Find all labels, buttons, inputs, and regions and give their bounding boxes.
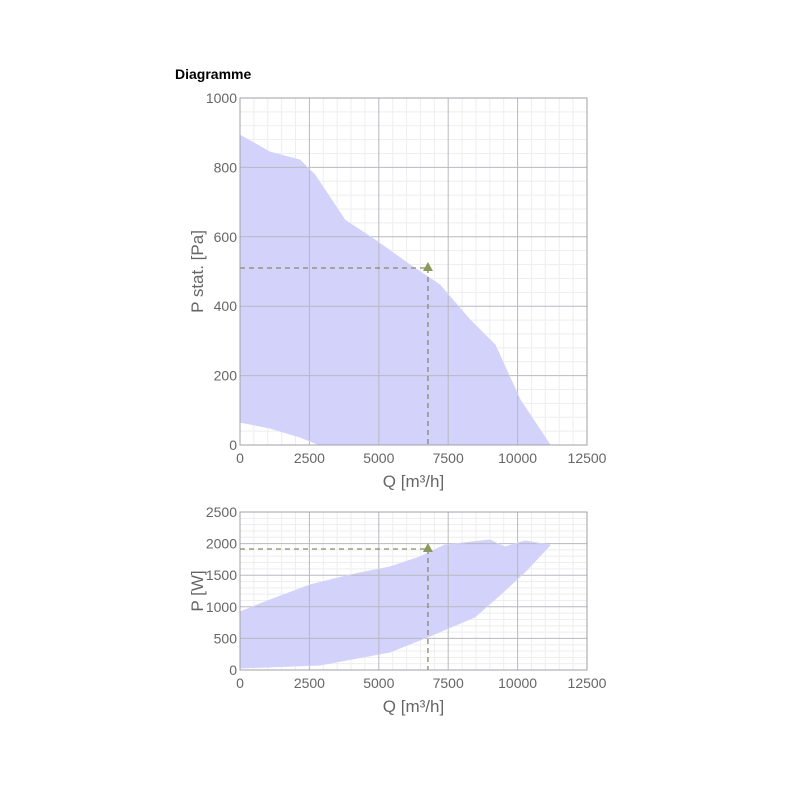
operating-point (422, 262, 433, 272)
x-tick-label: 7500 (433, 450, 464, 466)
plot-border (239, 511, 588, 671)
y-tick-label: 2000 (206, 536, 237, 552)
y-tick-label: 400 (214, 298, 238, 314)
y-axis-label: P stat. [Pa] (188, 230, 207, 313)
x-axis-label: Q [m³/h] (383, 697, 444, 716)
heading: Diagramme (175, 66, 251, 82)
y-tick-label: 1000 (206, 599, 237, 615)
boundary-line (239, 544, 551, 669)
y-tick-label: 800 (214, 159, 238, 175)
y-tick-label: 2500 (206, 504, 237, 520)
x-tick-label: 10000 (498, 450, 537, 466)
x-axis-label: Q [m³/h] (383, 472, 444, 491)
y-tick-label: 500 (214, 630, 238, 646)
x-tick-label: 2500 (294, 450, 325, 466)
operating-point (422, 542, 433, 552)
x-tick-label: 5000 (363, 450, 394, 466)
x-tick-label: 0 (236, 675, 244, 691)
y-tick-label: 1500 (206, 567, 237, 583)
plot-border (239, 97, 588, 446)
boundary-line (239, 134, 551, 446)
x-tick-label: 12500 (568, 675, 607, 691)
area-band (240, 539, 551, 668)
y-tick-label: 0 (229, 437, 237, 453)
y-tick-label: 0 (229, 662, 237, 678)
x-tick-label: 5000 (363, 675, 394, 691)
x-tick-label: 0 (236, 450, 244, 466)
x-tick-label: 12500 (568, 450, 607, 466)
x-tick-label: 10000 (498, 675, 537, 691)
x-tick-label: 7500 (433, 675, 464, 691)
area-band (240, 135, 551, 445)
y-tick-label: 1000 (206, 90, 237, 106)
y-axis-label: P [W] (188, 570, 207, 611)
x-tick-label: 2500 (294, 675, 325, 691)
y-tick-label: 200 (214, 368, 238, 384)
y-tick-label: 600 (214, 229, 238, 245)
boundary-line (239, 539, 551, 613)
